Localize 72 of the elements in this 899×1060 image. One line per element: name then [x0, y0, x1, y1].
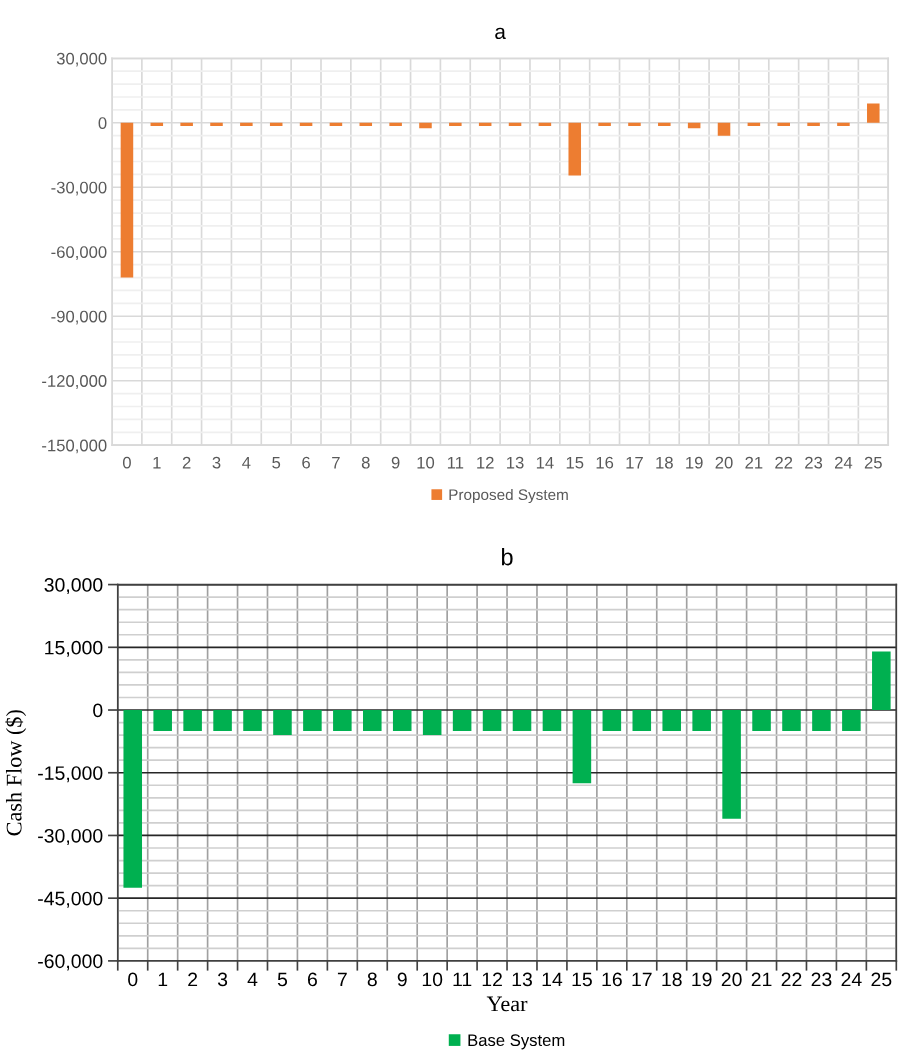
y-tick-label: 0 [93, 703, 103, 718]
x-tick-label: 10 [422, 972, 443, 987]
x-tick-label: 20 [721, 972, 742, 987]
x-tick-label: 12 [482, 972, 502, 987]
legend-label: Proposed System [449, 488, 568, 504]
x-tick-label: 19 [686, 456, 703, 469]
x-tick-label: 11 [453, 972, 472, 987]
x-tick-label: 2 [182, 456, 191, 469]
x-tick-label: 8 [367, 972, 377, 987]
x-tick-label: 0 [128, 972, 138, 987]
x-tick-label: 7 [332, 456, 340, 469]
y-tick-label: 15,000 [45, 640, 103, 657]
x-tick-label: 13 [512, 972, 532, 987]
x-tick-label: 23 [811, 972, 832, 987]
x-tick-label: 9 [391, 456, 400, 469]
x-tick-label: 5 [272, 456, 281, 469]
y-tick-label: 30,000 [44, 578, 103, 595]
x-tick-label: 0 [122, 456, 131, 469]
x-tick-label: 3 [212, 456, 221, 469]
x-tick-label: 4 [247, 972, 258, 987]
y-tick-label: -15,000 [38, 766, 103, 783]
y-tick-label: -90,000 [51, 310, 107, 325]
x-tick-label: 8 [361, 456, 370, 469]
x-tick-label: 2 [188, 972, 198, 987]
x-tick-label: 9 [397, 972, 407, 987]
y-tick-label: 30,000 [56, 52, 107, 67]
x-tick-label: 1 [158, 972, 168, 987]
x-tick-label: 17 [632, 972, 652, 987]
y-axis-title: Cash Flow ($) [5, 710, 27, 836]
y-tick-label: 0 [98, 117, 107, 129]
x-tick-label: 25 [864, 456, 882, 469]
x-tick-label: 16 [602, 972, 622, 987]
x-tick-label: 21 [751, 972, 772, 987]
y-tick-label: -30,000 [51, 181, 107, 196]
x-tick-label: 24 [835, 456, 853, 469]
x-tick-label: 20 [715, 456, 733, 469]
y-tick-label: -60,000 [38, 954, 103, 971]
x-tick-label: 6 [307, 972, 317, 987]
x-tick-label: 14 [536, 456, 554, 469]
x-tick-label: 24 [841, 972, 862, 987]
x-axis-title: Year [486, 996, 528, 1012]
x-tick-label: 25 [871, 972, 892, 987]
y-tick-label: -45,000 [38, 891, 103, 908]
legend-label: Base System [468, 1034, 565, 1050]
x-tick-label: 4 [242, 456, 251, 469]
y-tick-label: -30,000 [38, 828, 103, 845]
y-tick-label: -60,000 [51, 246, 107, 260]
x-tick-label: 6 [302, 456, 310, 469]
x-tick-label: 3 [217, 972, 228, 987]
x-tick-label: 1 [153, 456, 161, 469]
x-tick-label: 7 [337, 972, 347, 987]
x-tick-label: 17 [626, 456, 643, 469]
x-tick-label: 15 [566, 456, 584, 469]
y-tick-label: -150,000 [42, 439, 107, 454]
x-tick-label: 19 [692, 972, 712, 987]
x-tick-label: 18 [662, 972, 682, 987]
x-tick-label: 23 [805, 456, 823, 469]
x-tick-label: 16 [596, 456, 614, 469]
x-tick-label: 5 [277, 972, 288, 987]
x-tick-label: 18 [656, 456, 673, 469]
x-tick-label: 13 [507, 456, 524, 469]
x-tick-label: 21 [745, 456, 763, 469]
chart-title: a [495, 27, 506, 40]
y-tick-label: -120,000 [42, 375, 107, 389]
x-tick-label: 15 [572, 972, 592, 987]
x-tick-label: 11 [447, 456, 464, 469]
chart-title: b [501, 548, 513, 566]
x-tick-label: 12 [477, 456, 494, 469]
x-tick-label: 14 [542, 972, 563, 987]
x-tick-label: 22 [775, 456, 793, 469]
x-tick-label: 10 [417, 456, 435, 469]
x-tick-label: 22 [781, 972, 802, 987]
